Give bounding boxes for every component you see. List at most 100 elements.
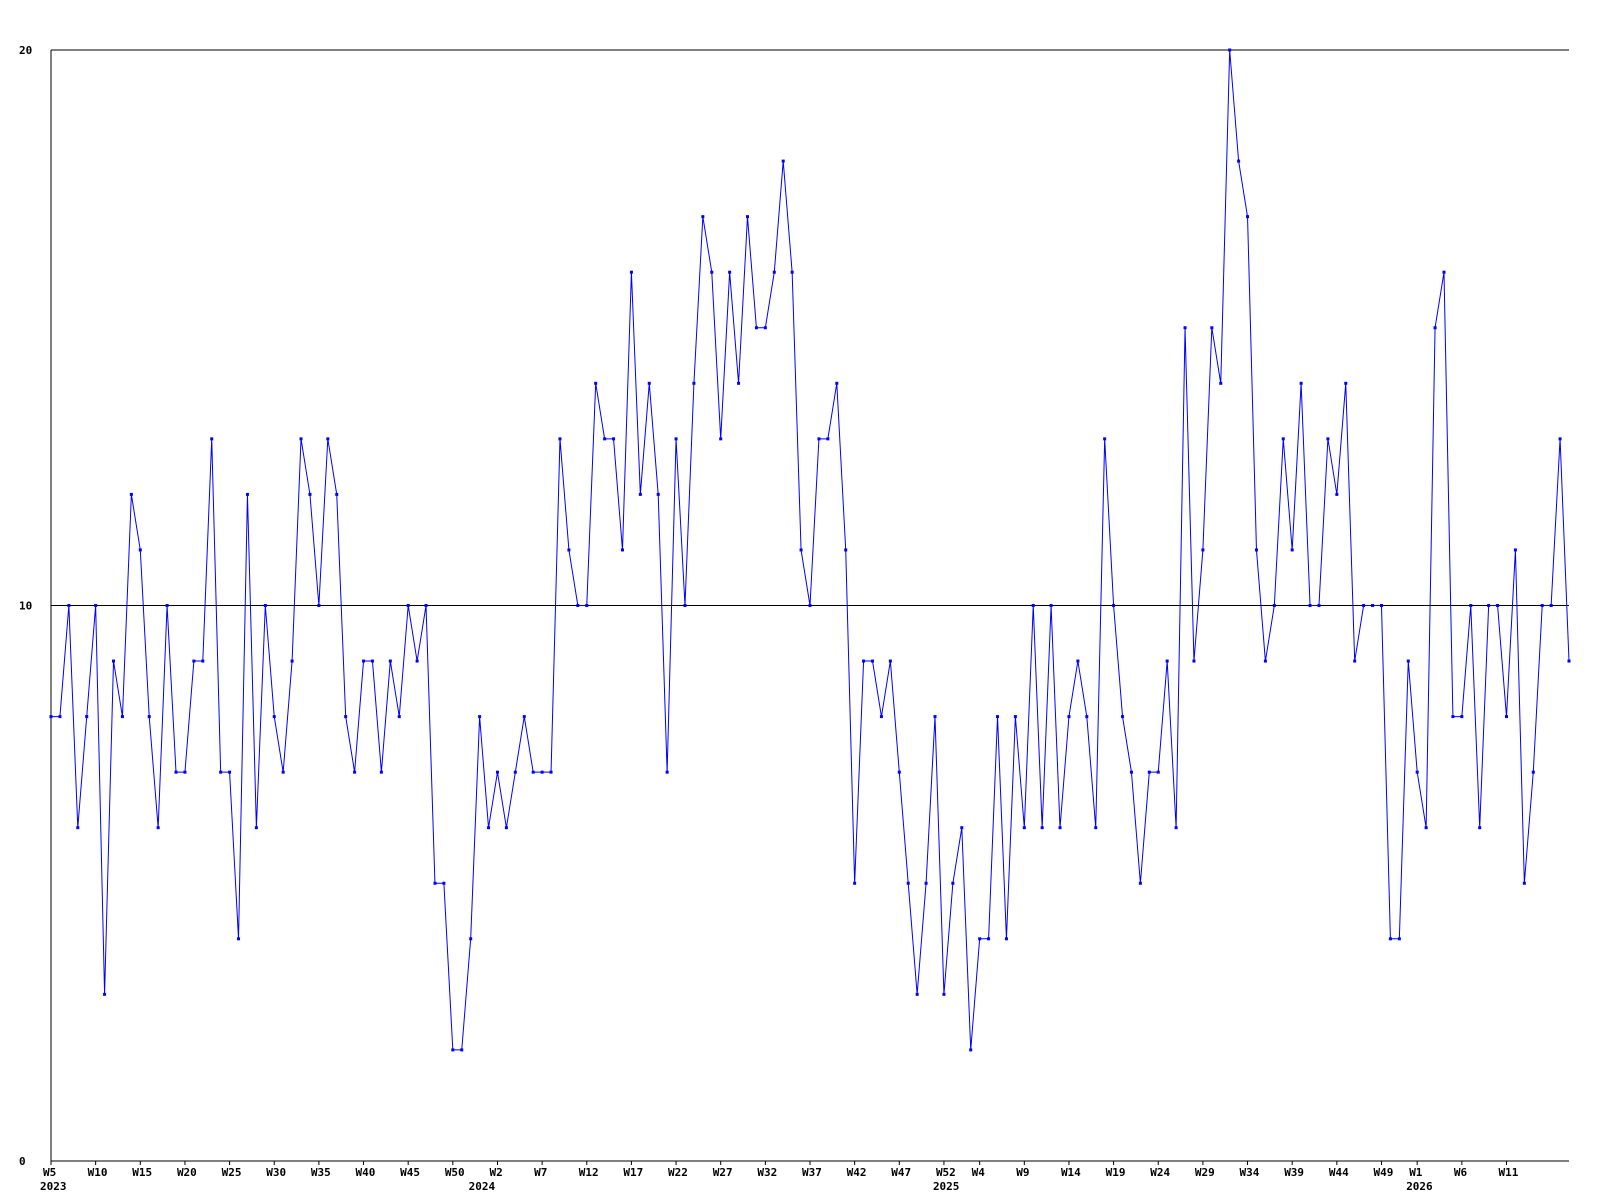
data-point <box>1513 548 1517 552</box>
data-point <box>763 326 767 330</box>
data-point <box>585 604 589 607</box>
data-point <box>406 604 410 607</box>
x-tick-label: W6 <box>1454 1166 1468 1179</box>
x-tick-label: W40 <box>356 1166 376 1179</box>
y-tick-label: 20 <box>19 44 32 57</box>
data-point <box>1308 604 1312 607</box>
data-point <box>1379 604 1383 607</box>
data-point <box>263 604 267 607</box>
data-point <box>1317 604 1321 607</box>
data-point <box>1174 826 1178 830</box>
data-point <box>1290 548 1294 552</box>
data-point <box>1112 604 1116 607</box>
data-point <box>612 437 616 441</box>
x-tick-label: W30 <box>266 1166 286 1179</box>
data-point <box>362 659 366 663</box>
data-point <box>49 715 53 719</box>
y-axis-labels: 0 10 20 <box>19 44 32 1168</box>
data-point <box>879 715 883 719</box>
data-point <box>969 1048 973 1052</box>
x-tick-label: W14 <box>1061 1166 1081 1179</box>
data-point <box>237 937 241 941</box>
data-point <box>1522 881 1526 885</box>
data-point <box>210 437 214 441</box>
x-axis-labels: W5 W10 W15 W20 W25 W30 W35 W40 W45 W50 W2 W7 W12 W17 W… <box>40 1161 1519 1193</box>
year-label: 2025 <box>933 1180 960 1193</box>
data-point <box>1460 715 1464 719</box>
x-tick-label: W32 <box>757 1166 777 1179</box>
data-point <box>647 381 651 385</box>
data-point <box>951 881 955 885</box>
data-point <box>1201 548 1205 552</box>
data-point <box>442 881 446 885</box>
data-point <box>924 881 928 885</box>
data-point <box>228 770 232 774</box>
data-point <box>728 270 732 274</box>
x-tick-label: W37 <box>802 1166 822 1179</box>
x-tick-label: W12 <box>579 1166 599 1179</box>
data-point <box>129 492 133 496</box>
data-point <box>987 937 991 941</box>
data-point <box>308 492 312 496</box>
data-point <box>1469 604 1473 607</box>
data-point <box>120 715 124 719</box>
data-point <box>1424 826 1428 830</box>
data-point <box>1281 437 1285 441</box>
data-point <box>1121 715 1125 719</box>
data-point <box>281 770 285 774</box>
data-point <box>692 381 696 385</box>
series-layer <box>49 48 1571 1052</box>
data-point <box>1228 48 1232 52</box>
data-point <box>94 604 98 607</box>
data-point <box>888 659 892 663</box>
data-point <box>1013 715 1017 719</box>
data-point <box>683 604 687 607</box>
data-point <box>156 826 160 830</box>
data-point <box>1478 826 1482 830</box>
data-point <box>254 826 258 830</box>
x-tick-label: W35 <box>311 1166 331 1179</box>
data-point <box>674 437 678 441</box>
data-point <box>1156 770 1160 774</box>
data-point <box>76 826 80 830</box>
data-point <box>933 715 937 719</box>
year-label: 2023 <box>40 1180 67 1193</box>
x-tick-label: W44 <box>1329 1166 1349 1179</box>
data-point <box>1076 659 1080 663</box>
data-point <box>1138 881 1142 885</box>
x-tick-label: W25 <box>222 1166 242 1179</box>
data-point <box>433 881 437 885</box>
data-point <box>451 1048 455 1052</box>
data-point <box>67 604 71 607</box>
x-tick-label: W19 <box>1106 1166 1126 1179</box>
data-point <box>290 659 294 663</box>
data-point <box>772 270 776 274</box>
x-tick-label: W2 <box>489 1166 502 1179</box>
data-point <box>1147 770 1151 774</box>
data-point <box>620 548 624 552</box>
data-point <box>799 548 803 552</box>
data-point <box>504 826 508 830</box>
year-label: 2026 <box>1406 1180 1433 1193</box>
data-point <box>1094 826 1098 830</box>
data-point <box>478 715 482 719</box>
data-point <box>460 1048 464 1052</box>
data-point <box>665 770 669 774</box>
data-point <box>1558 437 1562 441</box>
data-point <box>1335 492 1339 496</box>
x-tick-label: W1 <box>1409 1166 1423 1179</box>
data-point <box>370 659 374 663</box>
data-point <box>1263 659 1267 663</box>
data-point <box>272 715 276 719</box>
data-point <box>701 215 705 219</box>
x-tick-label: W22 <box>668 1166 688 1179</box>
x-tick-label: W47 <box>891 1166 911 1179</box>
data-point <box>719 437 723 441</box>
data-point <box>379 770 383 774</box>
x-tick-label: W11 <box>1498 1166 1518 1179</box>
data-point <box>1487 604 1491 607</box>
data-point <box>1103 437 1107 441</box>
data-point <box>1219 381 1223 385</box>
data-point <box>58 715 62 719</box>
x-tick-label: W34 <box>1240 1166 1260 1179</box>
